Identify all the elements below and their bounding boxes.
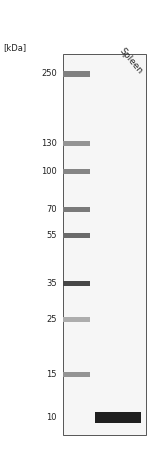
Bar <box>63 54 146 435</box>
Text: 10: 10 <box>46 413 57 422</box>
Text: 15: 15 <box>46 370 57 379</box>
Bar <box>63 317 90 323</box>
Text: [kDa]: [kDa] <box>3 43 26 52</box>
Bar <box>94 412 141 423</box>
Bar <box>63 233 90 238</box>
Text: 130: 130 <box>41 139 57 148</box>
Text: 25: 25 <box>46 315 57 324</box>
Bar <box>63 371 90 377</box>
Bar <box>63 169 90 174</box>
Bar <box>63 141 90 146</box>
Text: Spleen: Spleen <box>117 46 144 76</box>
Bar <box>63 207 90 212</box>
Bar <box>63 71 90 77</box>
Text: 70: 70 <box>46 205 57 214</box>
Bar <box>63 281 90 286</box>
Text: 100: 100 <box>41 167 57 176</box>
Text: 250: 250 <box>41 69 57 78</box>
Text: 35: 35 <box>46 279 57 288</box>
Text: 55: 55 <box>46 231 57 240</box>
